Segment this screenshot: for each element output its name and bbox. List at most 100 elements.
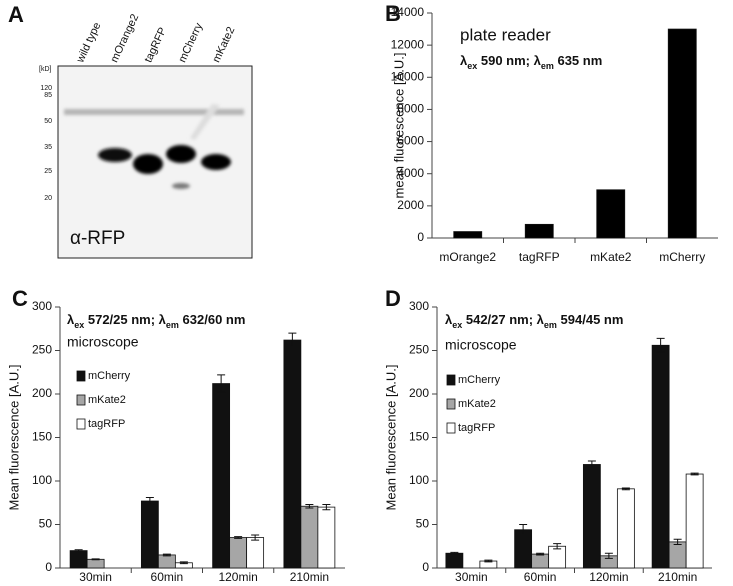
error-bar [217,374,226,393]
lane-label: mCherry [176,21,205,65]
y-tick-label: 12000 [391,37,425,51]
subtitle-part: 572/25 nm; λ [84,312,166,327]
subscript: ex [74,320,84,330]
legend-swatch [76,370,86,382]
y-tick-label: 150 [32,430,52,444]
bar [668,541,687,569]
panel-letter: D [385,286,401,311]
subscript: em [544,320,557,330]
y-tick-label: 300 [32,299,52,313]
bar [514,529,533,569]
legend-swatch [446,422,456,434]
marker-label: 120 [40,85,52,92]
bar [548,545,567,569]
error-bar [305,503,314,509]
x-tick-label: 30min [455,570,488,584]
y-tick-label: 10000 [391,69,425,83]
subtitle-part: λ [67,312,75,327]
y-tick-label: 250 [409,343,429,357]
bar [616,488,635,569]
error-bar [322,503,331,511]
x-tick-label: tagRFP [519,250,560,264]
error-bar [656,337,665,353]
panel-letter: A [8,2,24,27]
error-bar [536,552,545,556]
error-bar [484,559,493,563]
subtitle-part: 632/60 nm [179,312,246,327]
antibody-label: α-RFP [70,228,125,249]
lane-label: mKate2 [210,25,237,64]
marker-label: 20 [44,195,52,202]
y-tick-label: 200 [32,386,52,400]
error-bar [604,552,613,559]
subtitle-part: 590 nm; λ [477,53,541,68]
bar [300,505,319,569]
lane-label: tagRFP [142,26,169,65]
subtitle: λex 590 nm; λem 635 nm [460,53,602,71]
marker-label: 35 [44,144,52,151]
bar [283,339,302,569]
legend-swatch [446,398,456,410]
subtitle-part: λ [445,312,453,327]
y-tick-label: 50 [416,517,430,531]
x-tick-label: mKate2 [590,250,632,264]
subscript: em [541,61,554,71]
title: plate reader [460,25,551,44]
subtitle: λex 572/25 nm; λem 632/60 nm [67,312,245,330]
y-tick-label: 14000 [391,5,425,19]
bar [596,189,626,239]
title: microscope [67,334,139,350]
bar [453,231,483,239]
subtitle-part: 542/27 nm; λ [462,312,544,327]
legend-swatch [76,394,86,406]
y-tick-label: 100 [409,473,429,487]
y-tick-label: 250 [32,343,52,357]
y-tick-label: 0 [417,230,424,244]
error-bar [145,497,154,505]
x-tick-label: 30min [79,570,112,584]
subscript: ex [452,320,462,330]
subscript: ex [467,61,477,71]
error-bar [553,543,562,550]
error-bar [690,472,699,476]
subtitle-part: λ [460,53,468,68]
error-bar [179,561,188,565]
bar [582,464,601,569]
y-tick-label: 100 [32,473,52,487]
bar [229,537,248,569]
bar [531,553,550,569]
x-tick-label: 120min [589,570,628,584]
y-tick-label: 8000 [397,102,424,116]
lane-label: wild type [74,21,103,66]
error-bar [621,487,630,491]
title: microscope [445,337,517,353]
x-tick-label: mOrange2 [439,250,496,264]
subtitle: λex 542/27 nm; λem 594/45 nm [445,312,623,330]
x-tick-label: 120min [218,570,257,584]
error-bar [450,551,459,555]
lane-label: mOrange2 [108,12,141,64]
error-bar [288,332,297,348]
bar [651,344,670,569]
y-tick-label: 50 [39,517,53,531]
y-tick-label: 2000 [397,198,424,212]
bar [685,473,704,569]
error-bar [234,536,243,539]
y-tick-label: 300 [409,299,429,313]
legend-swatch [446,374,456,386]
bar [86,558,105,569]
bar [667,28,697,239]
x-tick-label: 60min [524,570,557,584]
y-tick-label: 150 [409,430,429,444]
bar [140,500,159,569]
bar [445,552,464,569]
legend-label: mKate2 [88,394,126,406]
legend-label: mCherry [88,370,131,382]
x-tick-label: mCherry [659,250,705,264]
y-tick-label: 0 [45,560,52,574]
bar [212,383,231,569]
error-bar [673,538,682,546]
kd-unit: [kD] [39,66,52,73]
legend-label: tagRFP [458,422,495,434]
y-tick-label: 200 [409,386,429,400]
